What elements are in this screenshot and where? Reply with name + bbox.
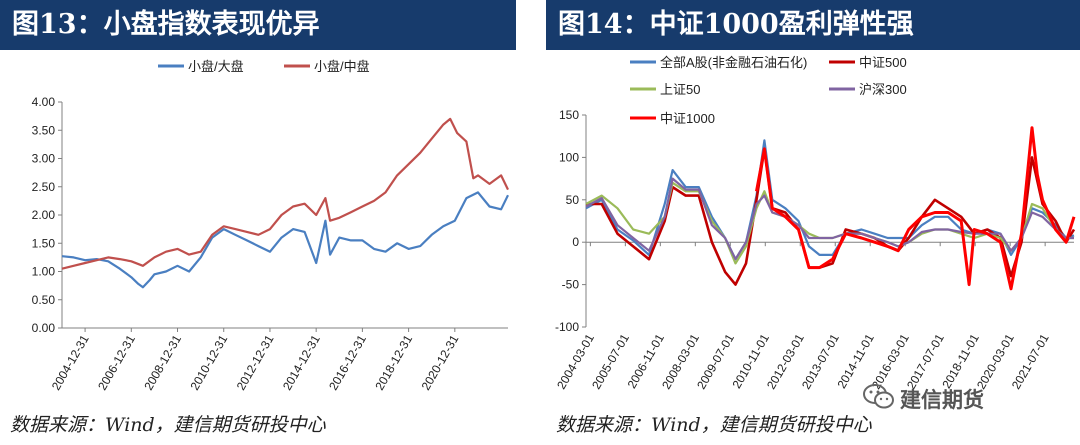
left-source-note: 数据来源：Wind，建信期货研投中心 [10, 414, 326, 436]
right-legend-label-5: 中证1000 [660, 111, 715, 126]
left-x-tick-label: 2004-12-31 [49, 332, 92, 392]
right-y-tick-label: 150 [559, 108, 579, 122]
left-legend-label-2: 小盘/中盘 [314, 59, 370, 74]
left-y-tick-label: 3.50 [32, 123, 56, 137]
left-series-line-1 [61, 191, 509, 289]
left-y-tick-label: 2.50 [32, 180, 56, 194]
left-x-tick-label: 2018-12-31 [372, 332, 415, 392]
right-y-tick-label: 50 [566, 193, 580, 207]
left-x-tick-label: 2008-12-31 [141, 332, 184, 392]
right-y-tick-label: -50 [562, 278, 580, 292]
left-y-tick-label: 0.50 [32, 293, 56, 307]
left-x-tick-label: 2014-12-31 [280, 332, 323, 392]
right-legend-label-3: 上证50 [660, 82, 700, 97]
left-legend-label-1: 小盘/大盘 [188, 59, 244, 74]
right-chart: -100-500501001502004-03-012005-07-012006… [554, 55, 1076, 392]
left-y-tick-label: 1.50 [32, 236, 56, 250]
right-series-line-5 [755, 126, 1076, 291]
left-y-tick-label: 3.00 [32, 152, 56, 166]
left-y-tick-label: 2.00 [32, 208, 56, 222]
right-series-line-3 [585, 181, 1074, 265]
right-legend-label-4: 沪深300 [859, 82, 907, 97]
right-y-tick-label: 100 [559, 150, 579, 164]
left-panel-title: 图13：小盘指数表现优异 [0, 0, 516, 50]
left-x-tick-label: 2016-12-31 [326, 332, 369, 392]
right-panel-title: 图14：中证1000盈利弹性强 [546, 0, 1080, 50]
wechat-icon [863, 384, 894, 409]
left-x-tick-label: 2010-12-31 [188, 332, 231, 392]
right-y-tick-label: -100 [555, 320, 579, 334]
right-source-note: 数据来源：Wind，建信期货研投中心 [556, 414, 872, 436]
right-series-line-2 [586, 147, 1076, 286]
left-x-tick-label: 2012-12-31 [234, 332, 277, 392]
left-x-tick-label: 2020-12-31 [419, 332, 462, 392]
left-x-tick-label: 2006-12-31 [95, 332, 138, 392]
right-legend-label-2: 中证500 [859, 55, 907, 70]
right-series-line-4 [585, 177, 1074, 261]
left-y-tick-label: 1.00 [32, 265, 56, 279]
left-series-line-2 [61, 117, 509, 270]
left-y-tick-label: 0.00 [32, 321, 56, 335]
right-legend-label-1: 全部A股(非金融石油石化) [660, 55, 807, 70]
watermark-text: 建信期货 [900, 388, 984, 412]
left-chart: 0.00 0.50 1.00 1.50 2.00 2.50 3.00 3.50 4.00 2004… [32, 59, 509, 393]
left-y-tick-label: 4.00 [32, 95, 56, 109]
right-y-tick-label: 0 [572, 235, 579, 249]
